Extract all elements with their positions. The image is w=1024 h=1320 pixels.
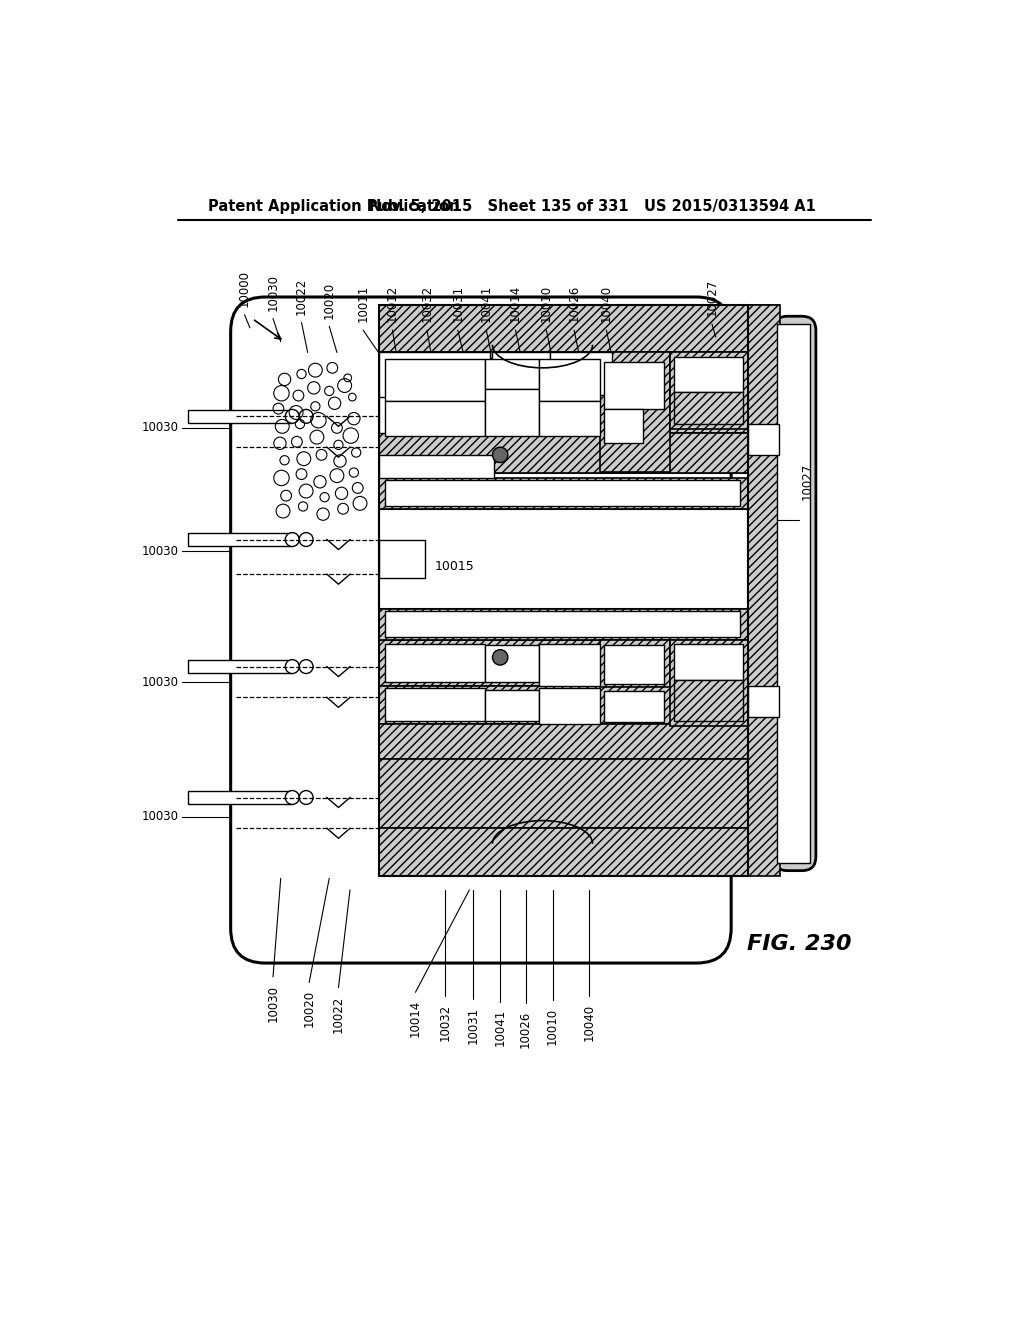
Bar [484,389,539,436]
Text: 10011: 10011 [356,285,370,322]
Circle shape [299,409,313,424]
Bar [379,640,749,686]
Bar [539,401,600,436]
Text: 10041: 10041 [480,285,493,322]
Bar [674,392,743,424]
Bar [604,363,665,409]
Bar [539,688,600,725]
Text: 10030: 10030 [141,810,178,824]
Text: 10026: 10026 [519,1011,532,1048]
Bar [749,424,779,455]
Bar [493,352,550,387]
Bar [539,359,600,401]
Text: Nov. 5, 2015   Sheet 135 of 331   US 2015/0313594 A1: Nov. 5, 2015 Sheet 135 of 331 US 2015/03… [369,198,816,214]
Circle shape [286,791,299,804]
Bar [749,305,780,876]
Text: 10015: 10015 [435,560,474,573]
Text: 10030: 10030 [266,273,280,312]
Text: 10030: 10030 [141,676,178,689]
Bar [385,480,740,506]
Text: 10014: 10014 [509,285,522,322]
Text: 10031: 10031 [467,1007,479,1044]
Bar [604,409,643,444]
Bar [600,640,670,688]
Bar [379,759,749,829]
Bar [379,686,749,725]
Bar [379,433,749,474]
Bar [604,692,665,722]
Text: 10040: 10040 [600,285,613,322]
Bar [539,644,600,686]
Bar [385,401,484,436]
Text: 10040: 10040 [583,1003,596,1041]
FancyBboxPatch shape [230,297,731,964]
Text: 10026: 10026 [567,285,581,322]
Circle shape [299,532,313,546]
Bar [379,829,749,876]
Text: 10027: 10027 [706,279,719,317]
Bar [670,640,749,726]
Text: 10020: 10020 [303,990,315,1027]
Bar [670,352,749,429]
Text: 10010: 10010 [540,285,553,322]
Bar [188,411,292,422]
Bar [550,352,611,395]
Text: 10012: 10012 [386,285,399,322]
Bar [490,399,548,433]
Bar [379,352,749,474]
Bar [379,305,779,352]
Circle shape [286,532,299,546]
Text: 10000: 10000 [238,271,251,308]
Bar [379,725,749,759]
Bar [484,359,539,389]
Text: 10030: 10030 [266,985,280,1022]
Bar [188,533,292,545]
Bar [188,792,292,804]
Bar [674,358,743,392]
Text: 10030: 10030 [141,545,178,557]
Bar [600,352,670,471]
Bar [385,359,484,401]
Text: Patent Application Publication: Patent Application Publication [208,198,459,214]
Text: 10010: 10010 [546,1007,559,1045]
Bar [777,323,810,863]
Bar [385,611,740,636]
Bar [188,660,292,673]
Text: 10031: 10031 [452,285,464,322]
Circle shape [299,791,313,804]
Bar [379,397,490,433]
Circle shape [286,660,299,673]
Bar [484,645,539,682]
Bar [604,645,665,684]
Bar [674,680,743,721]
Text: FIG. 230: FIG. 230 [746,933,851,954]
Bar [379,352,490,399]
Text: 10032: 10032 [421,285,433,322]
Circle shape [299,660,313,673]
Bar [379,540,425,578]
Bar [379,508,749,609]
Bar [379,455,494,478]
Text: 10027: 10027 [801,463,813,500]
Text: 10022: 10022 [295,277,308,314]
Text: 10032: 10032 [438,1003,452,1041]
Circle shape [493,649,508,665]
FancyBboxPatch shape [773,317,816,871]
Bar [385,644,484,682]
Circle shape [286,409,299,424]
Bar [484,689,539,721]
Text: 10030: 10030 [141,421,178,434]
Bar [385,688,484,721]
Text: 10014: 10014 [409,1001,422,1038]
Circle shape [493,447,508,462]
Bar [674,644,743,680]
Text: 10041: 10041 [494,1010,507,1047]
Bar [379,609,749,640]
Bar [749,686,779,717]
Bar [379,478,749,508]
Text: 10022: 10022 [332,995,345,1032]
Bar [379,352,749,433]
Text: 10020: 10020 [323,281,336,318]
